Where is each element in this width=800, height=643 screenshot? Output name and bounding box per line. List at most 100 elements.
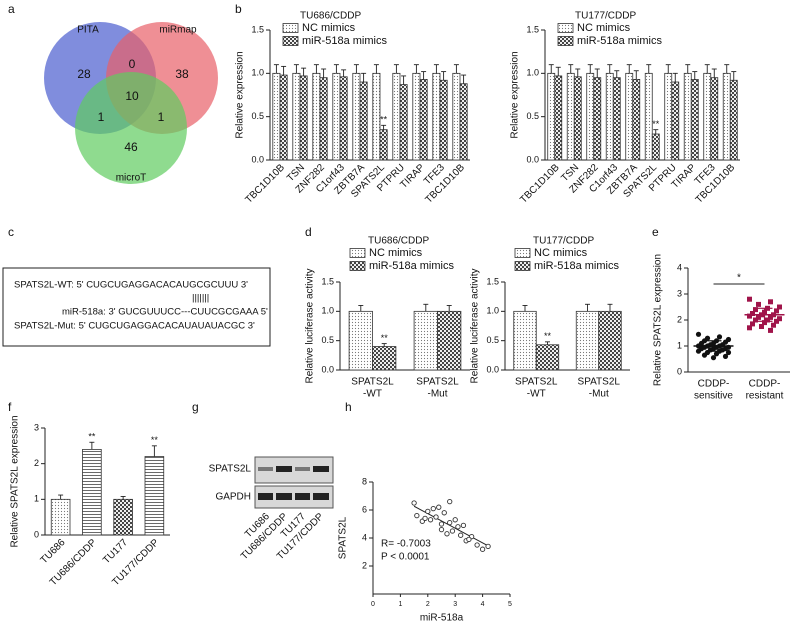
bar bbox=[664, 72, 673, 161]
sequence: miR-518a: 3' GUCGUUUCC---CUUCGCGAAA 5' bbox=[62, 307, 268, 318]
point bbox=[774, 308, 779, 314]
bar bbox=[625, 72, 634, 161]
significance: * bbox=[737, 273, 741, 284]
bar bbox=[372, 346, 397, 371]
x-tick-label: sensitive bbox=[694, 391, 733, 402]
point bbox=[716, 334, 723, 340]
bar bbox=[586, 72, 595, 161]
legend-label: NC mimics bbox=[302, 22, 356, 34]
point bbox=[411, 500, 417, 506]
point bbox=[777, 304, 782, 310]
y-tick-label: 0.0 bbox=[486, 364, 499, 374]
bar bbox=[339, 76, 348, 161]
y-tick-label: 1 bbox=[34, 494, 39, 504]
y-axis-label: Relative expression bbox=[235, 51, 246, 138]
point bbox=[455, 524, 461, 530]
x-tick-label: -Mut bbox=[428, 389, 448, 400]
y-tick-label: 1.0 bbox=[486, 306, 499, 316]
bar bbox=[392, 72, 401, 161]
point bbox=[774, 318, 779, 324]
x-tick-label: 0 bbox=[371, 601, 375, 608]
x-tick-label: 5 bbox=[508, 601, 512, 608]
bar bbox=[566, 72, 575, 161]
x-tick-label: TBC1D10B bbox=[518, 162, 562, 206]
y-axis-label: Relative expression bbox=[510, 51, 521, 138]
chart: 0.0 0.5 1.0 1.5 Relative luciferase activity… bbox=[305, 236, 470, 400]
y-tick-label: 2 bbox=[362, 560, 367, 570]
bar bbox=[399, 84, 408, 161]
legend-label: NC mimics bbox=[369, 247, 423, 259]
region-count: 46 bbox=[124, 140, 138, 154]
bar bbox=[348, 310, 373, 371]
y-tick-label: 0.5 bbox=[486, 335, 499, 345]
point bbox=[444, 531, 450, 537]
y-tick-label: 0.0 bbox=[251, 154, 264, 164]
y-tick-label: 2 bbox=[34, 458, 39, 468]
bar bbox=[612, 77, 621, 161]
y-tick-label: 1 bbox=[677, 340, 682, 350]
x-tick-label: -WT bbox=[527, 389, 546, 400]
x-tick-label: TU177 bbox=[101, 537, 130, 566]
bar bbox=[439, 79, 448, 161]
x-tick-label: 3 bbox=[453, 601, 457, 608]
chart: 0 1 2 3 4 Relative SPATS2L expression CDDP-sen… bbox=[653, 254, 790, 402]
bar bbox=[632, 79, 641, 161]
band bbox=[295, 493, 310, 500]
y-tick-label: 1.5 bbox=[526, 24, 539, 34]
bar bbox=[419, 79, 428, 161]
legend-swatch bbox=[514, 261, 531, 271]
point bbox=[753, 317, 758, 323]
chart: 0.0 0.5 1.0 1.5 Relative luciferase activity… bbox=[470, 236, 630, 400]
significance: ** bbox=[88, 432, 96, 442]
blot-strip bbox=[254, 485, 334, 509]
bar bbox=[352, 72, 361, 161]
bar bbox=[513, 310, 537, 371]
x-tick-label: SPATS2L bbox=[515, 377, 558, 388]
bar bbox=[729, 79, 738, 161]
bar bbox=[113, 498, 133, 536]
bar bbox=[82, 448, 102, 536]
x-tick-label: SPATS2L bbox=[416, 377, 459, 388]
bar bbox=[437, 310, 462, 371]
x-tick-label: CDDP- bbox=[698, 379, 730, 390]
point bbox=[701, 352, 708, 358]
point bbox=[713, 351, 720, 357]
point bbox=[447, 498, 453, 505]
chart: 0.0 0.5 1.0 1.5 Relative expression TU177/CDD… bbox=[510, 11, 740, 206]
point bbox=[433, 514, 439, 520]
band bbox=[258, 467, 273, 471]
bar bbox=[598, 310, 622, 371]
significance: ** bbox=[381, 333, 389, 343]
sequence: SPATS2L-WT: 5' CUGCUGAGGACACAUGCGCUUU 3' bbox=[14, 280, 248, 291]
row-label: SPATS2L bbox=[209, 464, 252, 475]
y-tick-label: 1.0 bbox=[526, 68, 539, 78]
x-tick-label: SPATS2L bbox=[578, 377, 621, 388]
significance: ** bbox=[652, 119, 660, 129]
panel-label: b bbox=[235, 2, 242, 16]
x-tick-label: 1 bbox=[398, 601, 402, 608]
bar bbox=[722, 72, 731, 161]
chart-title: TU686/CDDP bbox=[300, 11, 361, 22]
y-tick-label: 4 bbox=[362, 532, 367, 542]
point bbox=[753, 307, 758, 313]
bar bbox=[299, 75, 308, 161]
bar bbox=[683, 72, 692, 161]
legend-swatch bbox=[514, 248, 531, 258]
point bbox=[725, 349, 732, 356]
sequence-box: SPATS2L-WT: 5' CUGCUGAGGACACAUGCGCUUU 3'… bbox=[2, 267, 271, 347]
y-axis-label: SPATS2L bbox=[338, 516, 349, 559]
y-tick-label: 2 bbox=[677, 314, 682, 324]
point bbox=[460, 522, 467, 529]
panel-label: f bbox=[8, 400, 12, 414]
point bbox=[750, 321, 755, 327]
bar bbox=[319, 77, 328, 161]
x-tick-label: CDDP- bbox=[749, 379, 781, 390]
set-label: microT bbox=[116, 173, 147, 184]
bar bbox=[554, 75, 563, 161]
bar bbox=[703, 72, 712, 161]
y-tick-label: 0.0 bbox=[526, 154, 539, 164]
point bbox=[449, 528, 456, 534]
point bbox=[747, 325, 752, 331]
bar bbox=[272, 72, 281, 161]
